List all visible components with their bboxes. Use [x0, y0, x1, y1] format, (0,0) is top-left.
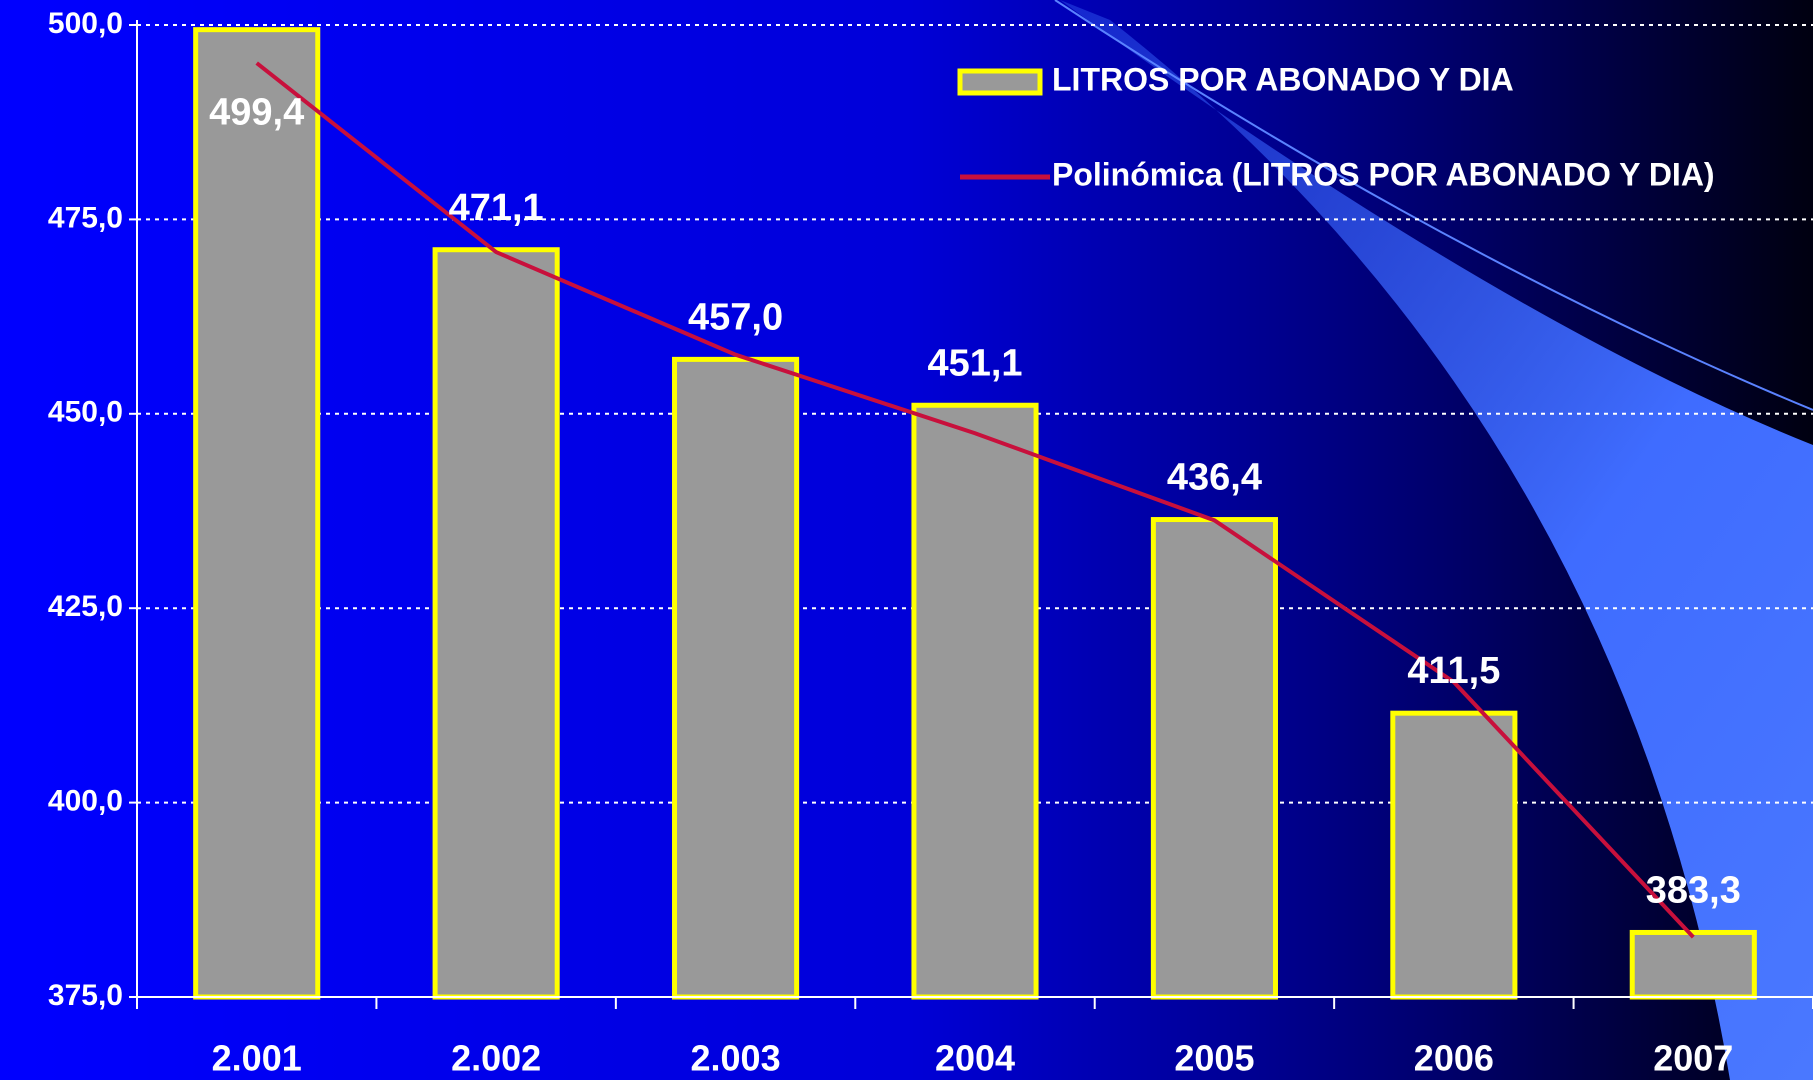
value-label: 457,0 — [688, 296, 783, 338]
value-label: 451,1 — [927, 342, 1022, 384]
y-tick-label: 500,0 — [48, 7, 123, 40]
bar — [1629, 929, 1757, 1000]
x-tick-label: 2004 — [935, 1038, 1015, 1079]
y-tick-label: 450,0 — [48, 396, 123, 429]
legend-label: LITROS POR ABONADO Y DIA — [1052, 61, 1514, 97]
bar — [672, 356, 800, 1000]
x-tick-label: 2.002 — [451, 1038, 541, 1079]
x-tick-label: 2.003 — [691, 1038, 781, 1079]
x-tick-label: 2.001 — [212, 1038, 302, 1079]
legend-label: Polinómica (LITROS POR ABONADO Y DIA) — [1052, 156, 1715, 192]
y-tick-label: 375,0 — [48, 979, 123, 1012]
x-tick-label: 2005 — [1174, 1038, 1254, 1079]
value-label: 436,4 — [1167, 457, 1262, 499]
legend-swatch — [957, 68, 1043, 96]
bar — [193, 27, 321, 1000]
value-label: 411,5 — [1407, 650, 1500, 692]
trend-line — [255, 61, 1695, 939]
x-tick-label: 2006 — [1414, 1038, 1494, 1079]
value-label: 383,3 — [1646, 869, 1741, 911]
x-tick-label: 2007 — [1653, 1038, 1733, 1079]
value-label: 471,1 — [449, 187, 544, 229]
bar — [911, 402, 1039, 1000]
value-label: 499,4 — [209, 92, 304, 134]
y-tick-label: 400,0 — [48, 785, 123, 818]
bar — [1390, 710, 1518, 1000]
bar — [432, 247, 560, 1000]
y-tick-label: 425,0 — [48, 590, 123, 623]
decorative-line — [1054, 0, 1813, 411]
bar — [1150, 517, 1278, 1000]
y-tick-label: 475,0 — [48, 201, 123, 234]
